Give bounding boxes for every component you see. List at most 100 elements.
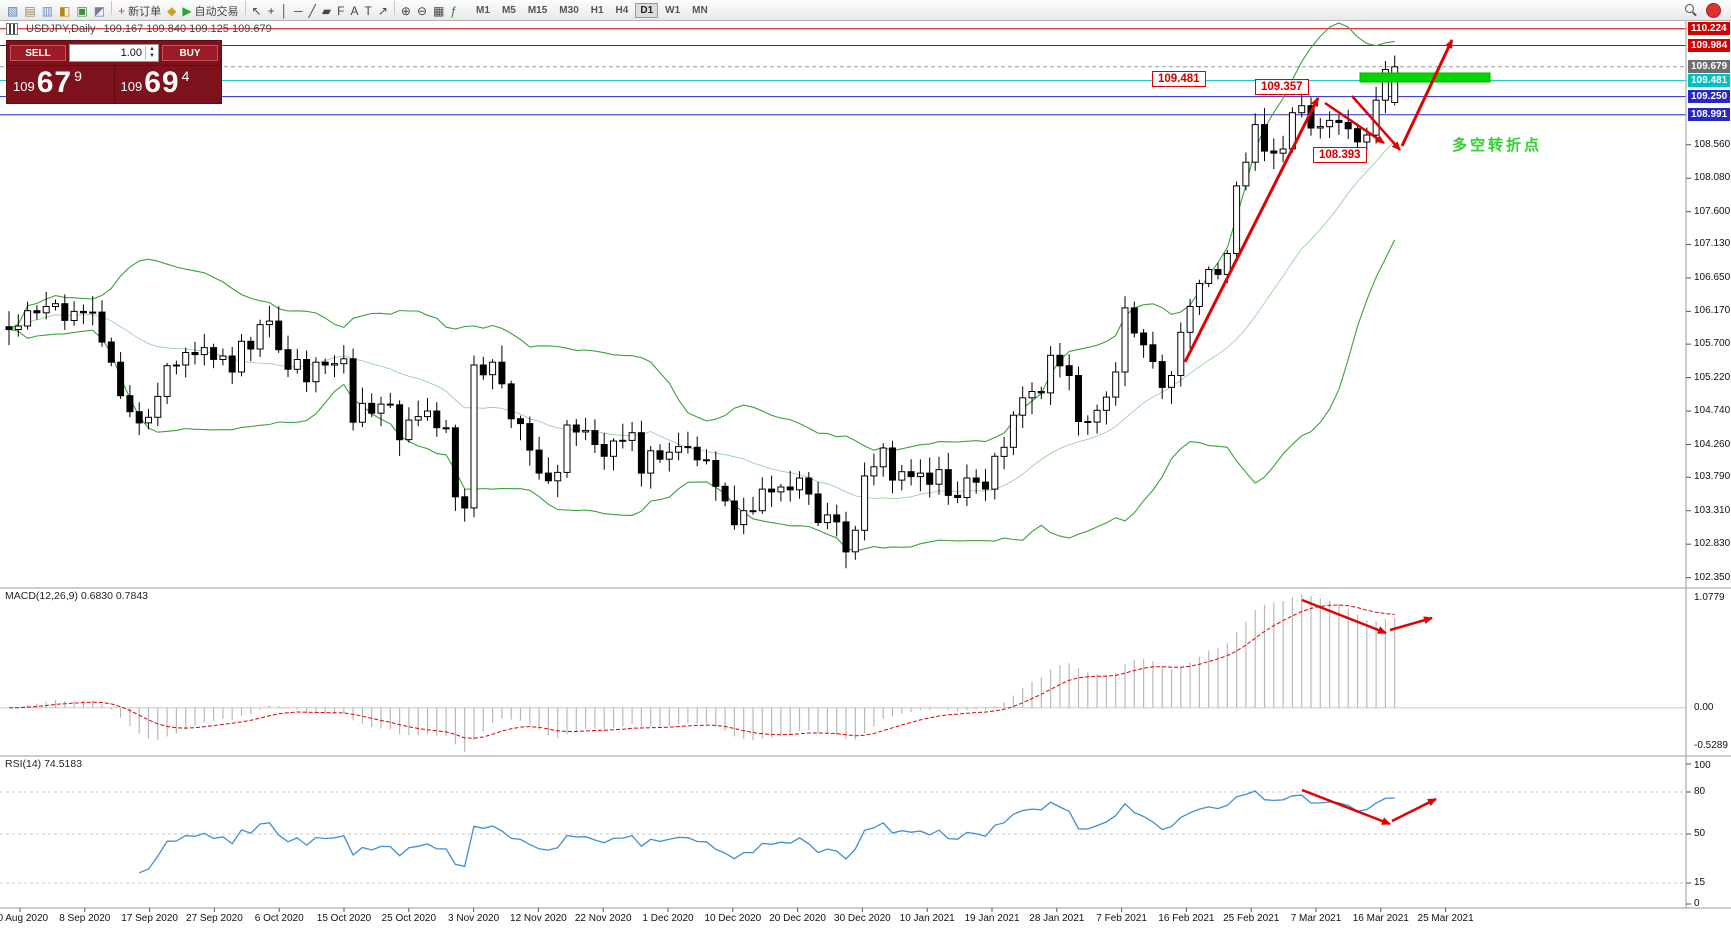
terminal-icon[interactable]: ▣ [73,3,90,19]
date-label: 10 Jan 2021 [899,913,955,924]
arrows-icon-glyph: ↗ [377,3,388,18]
vertical-line-icon[interactable]: │ [278,3,292,19]
navigator-icon[interactable]: ◧ [56,3,73,19]
timeframe-H1[interactable]: H1 [590,4,604,16]
buy-price-prefix: 109 [120,79,143,94]
horizontal-line-icon[interactable]: ─ [291,3,306,19]
price-tick: 105.700 [1694,338,1731,350]
timeframe-M5[interactable]: M5 [501,4,516,16]
chart-ohlc-values: 109.167 109.840 109.125 109.679 [103,23,272,35]
sell-price-sup: 9 [74,68,82,84]
macd-label: MACD(12,26,9) 0.6830 0.7843 [5,590,149,602]
zoom-in-icon[interactable]: ⊕ [398,3,414,19]
trade-panel-controls: SELL 1.00 ▲ ▼ BUY [7,41,221,65]
price-annotation-109357[interactable]: 109.357 [1255,79,1309,95]
trendline-icon-glyph: ╱ [308,3,316,18]
buy-button[interactable]: BUY [162,45,218,61]
market-watch-icon-glyph: ▥ [41,3,54,18]
date-label: 8 Sep 2020 [59,913,111,924]
buy-price[interactable]: 109 69 4 [113,66,222,103]
price-tick: 107.600 [1694,205,1731,217]
date-label: 3 Nov 2020 [448,913,500,924]
channel-icon[interactable]: ▰ [319,3,334,19]
tile-windows-icon[interactable]: ▦ [430,3,447,19]
price-tick: 103.310 [1694,504,1731,516]
profiles-icon-glyph: ▤ [24,3,36,18]
main-toolbar: ▧ ▤ ▥ ◧ ▣ ◩ + 新订单 ◆ ▶ 自动交易 ↖ + │ ─ ╱ ▰ F A T ↗ ⊕ ⊖ ▦ ƒ M1 M5 M15 M3… [0,0,1731,21]
macd-scale-zero: 0.00 [1694,701,1714,713]
timeframe-W1[interactable]: W1 [665,4,681,16]
autotrading-button-label: 自动交易 [194,5,239,18]
date-label: 1 Dec 2020 [642,913,694,924]
label-icon[interactable]: T [361,3,374,19]
new-order-button[interactable]: + 新订单 [115,3,164,19]
turning-point-label[interactable]: 多空转折点 [1452,137,1543,154]
chart-symbol-label: USDJPY,Daily [26,23,96,35]
price-annotation-109481[interactable]: 109.481 [1152,71,1206,87]
timeframe-M1[interactable]: M1 [476,4,490,16]
strategy-tester-icon[interactable]: ◩ [91,3,108,19]
price-tick: 107.130 [1694,238,1731,250]
rsi-scale-label: 50 [1694,828,1706,839]
price-line-label: 110.224 [1688,21,1730,35]
toolbar-right [1685,2,1727,18]
volume-down-icon[interactable]: ▼ [149,53,155,59]
arrows-icon[interactable]: ↗ [375,3,391,19]
timeframe-M15[interactable]: M15 [527,4,548,16]
crosshair-icon[interactable]: + [265,3,278,19]
sell-price[interactable]: 109 67 9 [7,66,114,103]
sell-button[interactable]: SELL [10,45,66,61]
toolbar-icons: ▧ ▤ ▥ ◧ ▣ ◩ + 新订单 ◆ ▶ 自动交易 ↖ + │ ─ ╱ ▰ F A T ↗ ⊕ ⊖ ▦ ƒ [4,0,460,20]
price-line-label: 109.250 [1688,89,1731,103]
date-label: 17 Sep 2020 [121,913,178,924]
price-line-label: 109.481 [1688,73,1731,87]
toolbar-divider [393,0,395,15]
indicators-icon-glyph: ƒ [450,3,458,18]
text-icon-glyph: A [350,3,359,18]
date-label: 16 Mar 2021 [1352,913,1409,924]
macd-scale-top: 1.0779 [1694,592,1725,603]
timeframe-H4[interactable]: H4 [615,4,629,16]
rsi-scale-label: 15 [1694,877,1706,888]
trade-panel-prices: 109 67 9 109 69 4 [7,65,221,103]
date-label: 7 Feb 2021 [1096,913,1147,924]
date-label: 25 Oct 2020 [381,913,437,924]
market-watch-icon[interactable]: ▥ [39,3,56,19]
notification-badge[interactable] [1706,2,1721,18]
date-label: 25 Mar 2021 [1417,913,1474,924]
price-tick: 105.220 [1694,371,1731,383]
zoom-out-icon[interactable]: ⊖ [414,3,430,19]
timeframe-MN[interactable]: MN [692,4,708,16]
new-order-button-label: 新订单 [128,5,162,18]
sell-price-big: 67 [36,66,73,99]
search-icon[interactable] [1685,3,1698,17]
autotrading-button-glyph: ▶ [182,3,192,18]
profiles-icon[interactable]: ▤ [21,3,38,19]
chart-tab-icon [6,23,18,35]
trendline-icon[interactable]: ╱ [306,3,319,19]
timeframe-D1[interactable]: D1 [635,2,659,18]
chart-info-line: USDJPY,Daily 109.167 109.840 109.125 109… [6,23,272,35]
timeframe-M30[interactable]: M30 [559,4,579,16]
toolbar-divider [244,0,246,15]
indicators-icon[interactable]: ƒ [447,3,460,19]
volume-spin-buttons[interactable]: ▲ ▼ [145,46,158,60]
buy-price-big: 69 [144,66,180,99]
fibonacci-icon[interactable]: F [334,3,347,19]
horizontal-line-icon-glyph: ─ [294,3,303,18]
cursor-icon[interactable]: ↖ [249,3,265,19]
buy-price-sup: 4 [181,68,190,84]
metaeditor-icon[interactable]: ◆ [164,3,179,19]
date-label: 30 Dec 2020 [834,913,891,924]
strategy-tester-icon-glyph: ◩ [93,3,106,18]
new-chart-icon[interactable]: ▧ [4,3,21,19]
volume-value: 1.00 [120,47,142,59]
fibonacci-icon-glyph: F [337,3,345,18]
price-annotation-108393[interactable]: 108.393 [1313,147,1367,163]
autotrading-button[interactable]: ▶ 自动交易 [179,3,241,19]
text-icon[interactable]: A [347,3,361,19]
volume-stepper[interactable]: 1.00 ▲ ▼ [69,44,159,62]
volume-up-icon[interactable]: ▲ [149,46,155,52]
price-tick: 102.830 [1694,538,1731,550]
price-line-label: 108.991 [1688,107,1731,121]
